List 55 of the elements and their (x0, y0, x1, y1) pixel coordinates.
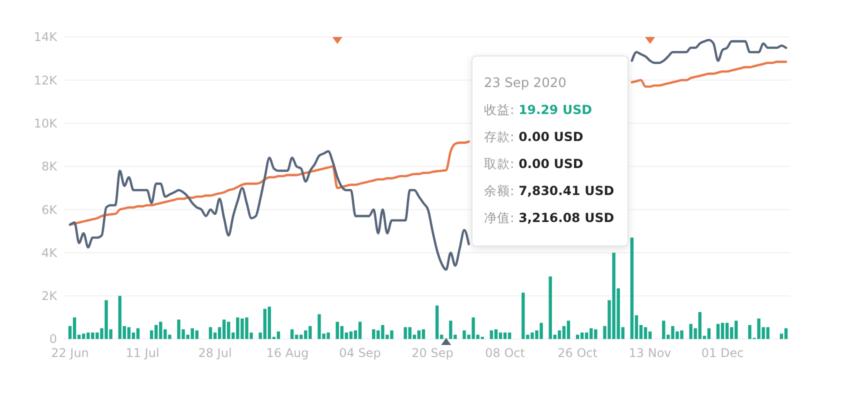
bar (136, 328, 140, 339)
bar (422, 329, 426, 339)
bar (127, 327, 131, 339)
x-tick-label: 28 Jul (198, 346, 232, 360)
bar (503, 332, 507, 339)
annotation: 23 Sep 2020 (484, 76, 566, 91)
x-tick-label: 22 Jun (51, 346, 89, 360)
y-tick-label: 14K (34, 30, 58, 44)
annotation: 净值: 3,216.08 USD (484, 210, 614, 225)
bar (630, 238, 634, 339)
annotation: 存款: 0.00 USD (484, 129, 584, 144)
bar (290, 329, 294, 339)
bar (208, 327, 212, 339)
bar (494, 329, 498, 339)
annotation: 收益: 19.29 USD (484, 102, 592, 117)
bar (558, 330, 562, 339)
bar (508, 332, 512, 339)
bar (417, 330, 421, 339)
bar (725, 322, 729, 339)
bar (358, 322, 362, 339)
annotation: 余额: 7,830.41 USD (484, 183, 614, 198)
bar (82, 334, 86, 339)
y-tick-label: 8K (41, 160, 58, 174)
bar (784, 328, 788, 339)
bar (566, 320, 570, 339)
y-tick-label: 10K (34, 116, 58, 130)
y-tick-label: 6K (41, 202, 58, 217)
bar (498, 332, 502, 339)
bar (716, 324, 720, 339)
bar (580, 332, 584, 339)
x-tick-label: 20 Sep (412, 346, 454, 360)
x-tick-label: 04 Sep (339, 346, 381, 360)
bar (72, 317, 76, 339)
bar (222, 320, 226, 339)
y-tick-label: 0 (49, 332, 57, 346)
x-tick-label: 13 Nov (628, 346, 672, 360)
annotation: 取款: 0.00 USD (484, 156, 584, 171)
bar (720, 322, 724, 339)
bar (435, 306, 439, 339)
bar (276, 331, 280, 339)
x-tick-label: 08 Oct (485, 346, 526, 360)
y-tick-label: 2K (41, 289, 58, 304)
x-tick-label: 01 Dec (701, 346, 744, 360)
x-tick-label: 11 Jul (126, 346, 160, 360)
y-tick-label: 12K (34, 73, 58, 88)
x-tick-label: 16 Aug (266, 346, 309, 360)
x-tick-label: 26 Oct (558, 346, 598, 360)
bar (195, 330, 198, 339)
bar (349, 331, 353, 339)
bar (490, 330, 494, 339)
bar (648, 331, 652, 339)
bar (576, 334, 580, 339)
bar (644, 327, 648, 339)
bar (707, 328, 711, 339)
y-tick-label: 4K (41, 246, 58, 260)
